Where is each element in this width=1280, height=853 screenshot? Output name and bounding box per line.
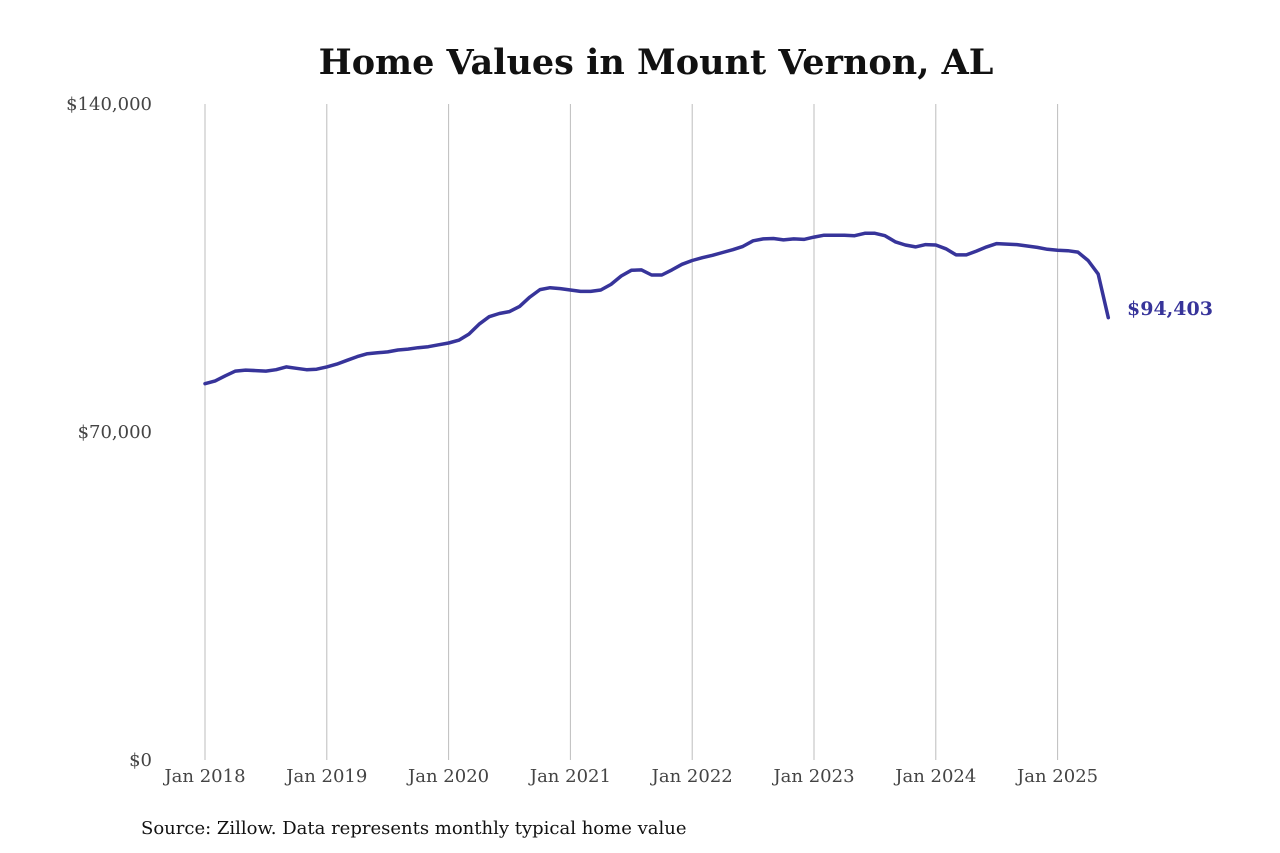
gridlines bbox=[204, 104, 1059, 760]
y-axis-tick-labels: $140,000 $70,000 $0 bbox=[66, 94, 152, 771]
x-tick-label: Jan 2020 bbox=[406, 766, 489, 787]
y-tick-label: $70,000 bbox=[78, 422, 152, 443]
x-tick-label: Jan 2022 bbox=[650, 766, 733, 787]
x-tick-label: Jan 2023 bbox=[771, 766, 854, 787]
series-layer bbox=[203, 231, 1111, 386]
y-tick-label: $0 bbox=[129, 750, 152, 771]
x-axis-tick-labels: Jan 2018 Jan 2019 Jan 2020 Jan 2021 Jan 2022… bbox=[162, 766, 1098, 787]
series-line-0 bbox=[203, 231, 1111, 386]
chart-title: Home Values in Mount Vernon, AL bbox=[319, 42, 994, 83]
x-tick-label: Jan 2025 bbox=[1015, 766, 1098, 787]
end-value-label: $94,403 bbox=[1127, 298, 1213, 320]
x-tick-label: Jan 2018 bbox=[162, 766, 245, 787]
x-tick-label: Jan 2021 bbox=[528, 766, 611, 787]
x-tick-label: Jan 2019 bbox=[284, 766, 367, 787]
x-tick-label: Jan 2024 bbox=[893, 766, 976, 787]
source-note: Source: Zillow. Data represents monthly … bbox=[141, 818, 687, 839]
y-tick-label: $140,000 bbox=[66, 94, 152, 115]
